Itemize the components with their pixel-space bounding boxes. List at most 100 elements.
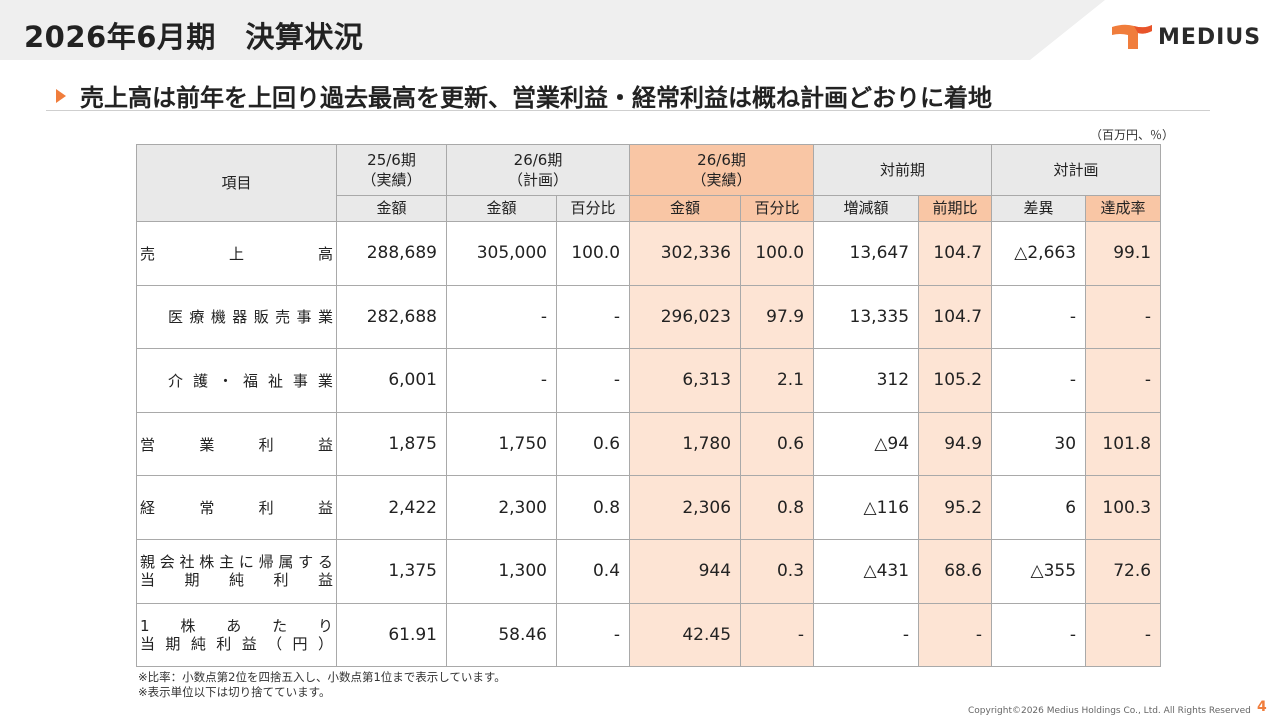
cell-actual-ratio: - [740,602,815,668]
cell-yoy-ratio: - [918,602,993,668]
cell-actual-ratio: 0.8 [740,475,815,540]
cell-actual-amount: 296,023 [629,284,742,350]
row-label-char: あ [226,616,242,635]
cell-plan-achieve: - [1085,602,1162,668]
row-label-char: 益 [317,571,333,590]
cell-yoy-ratio: 68.6 [918,538,993,604]
table-row: 親会社株主に帰属する当 期 純 利 益 1,375 1,300 0.4 944 0.3 △431 68… [136,538,1162,604]
cell-yoy-ratio: 104.7 [918,221,993,286]
header-fy25-actual: 25/6期 （実績） [336,144,447,196]
row-label-char: 事 [296,308,312,327]
row-label-char: 上 [228,244,244,263]
cell-fy25-amount: 282,688 [336,284,447,350]
row-label-line: 親会社株主に帰属する [140,553,333,571]
cell-plan-diff: - [991,284,1087,350]
row-label-char: ・ [217,371,233,390]
row-label-char: 益 [241,634,257,653]
row-label-char: る [317,553,333,572]
subheading-divider [46,110,1210,111]
header-vs-plan: 対計画 [991,144,1162,196]
footnote-ratio: ※比率：小数点第2位を四捨五入し、小数点第1位まで表示しています。 [138,670,506,684]
cell-actual-amount: 1,780 [629,411,742,477]
row-label-char: 護 [192,371,208,390]
cell-plan-amount: 1,750 [446,411,557,477]
row-label-char: 純 [228,571,244,590]
cell-plan-diff: 30 [991,411,1087,477]
table-row: 営業利益 1,875 1,750 0.6 1,780 0.6 △94 94.9 30 101.8 [136,411,1162,477]
cell-fy25-amount: 61.91 [336,602,447,668]
row-label-line: 介護・福祉事業 [168,370,333,391]
unit-note: （百万円、％） [1090,128,1175,142]
row-label-line: 当期純利益 [140,571,333,589]
cell-plan-diff: △355 [991,538,1087,604]
row-label-char: 円 [292,634,308,653]
row-label: 経常利益 [136,475,337,540]
row-label-char: 利 [258,435,274,454]
cell-plan-achieve: - [1085,284,1162,350]
cell-yoy-change: △94 [813,411,920,477]
cell-plan-diff: - [991,348,1087,413]
cell-fy25-amount: 2,422 [336,475,447,540]
row-label-char: 医 [168,308,184,327]
row-label-char: た [272,616,288,635]
row-label-line: 当期純利益 （ 円 ） [140,635,333,653]
row-label: 売上高 [136,221,337,286]
cell-plan-diff: - [991,602,1087,668]
cell-actual-amount: 944 [629,538,742,604]
cell-plan-ratio: 100.0 [555,221,631,286]
row-label-char: に [238,553,254,572]
cell-plan-achieve: 101.8 [1085,411,1162,477]
row-label-char: 売 [140,244,156,263]
row-label-char: 機 [210,308,226,327]
row-label-char: り [317,616,333,635]
cell-yoy-change: 13,647 [813,221,920,286]
cell-plan-amount: 2,300 [446,475,557,540]
footnotes: ※比率：小数点第2位を四捨五入し、小数点第1位まで表示しています。 ※表示単位以… [138,670,506,700]
row-label-char: 介 [168,371,184,390]
cell-plan-ratio: 0.6 [555,411,631,477]
row-label-char: 業 [317,371,333,390]
row-label: 親会社株主に帰属する当 期 純 利 益 [136,538,337,604]
subheader-actual-ratio: 百分比 [740,195,815,222]
subheader-plan-diff: 差異 [991,195,1087,222]
copyright: Copyright©2026 Medius Holdings Co., Ltd.… [968,706,1251,716]
table-body: 売上高 288,689 305,000 100.0 302,336 100.0 13,647… [136,221,1162,668]
row-label-char: 帰 [258,553,274,572]
cell-actual-ratio: 97.9 [740,284,815,350]
row-label-char: 高 [317,244,333,263]
row-label-char: 販 [253,308,269,327]
cell-plan-achieve: 72.6 [1085,538,1162,604]
row-label-char: 事 [292,371,308,390]
cell-fy25-amount: 6,001 [336,348,447,413]
cell-actual-ratio: 0.6 [740,411,815,477]
cell-fy25-amount: 288,689 [336,221,447,286]
table-row: 売上高 288,689 305,000 100.0 302,336 100.0 13,647… [136,221,1162,286]
cell-plan-ratio: 0.4 [555,538,631,604]
cell-plan-achieve: 100.3 [1085,475,1162,540]
row-label: 介護・福祉事業 [136,348,337,413]
cell-plan-ratio: - [555,602,631,668]
cell-actual-amount: 42.45 [629,602,742,668]
row-label-char: 器 [232,308,248,327]
row-label-char: 株 [180,616,196,635]
row-label-char: 当 [140,634,156,653]
row-label-char: 利 [273,571,289,590]
header-yoy: 対前期 [813,144,993,196]
table-row: 医療機器販売事業 282,688- -296,023 97.9 13,335 104.7-… [136,284,1162,350]
cell-plan-amount: 1,300 [446,538,557,604]
row-label-line: 営業利益 [140,434,333,455]
subheader-yoy-change: 増減額 [813,195,920,222]
cell-plan-amount: 305,000 [446,221,557,286]
cell-actual-ratio: 100.0 [740,221,815,286]
row-label-char: （ [267,634,283,653]
row-label-char: 利 [216,634,232,653]
row-label-char: 親 [140,553,156,572]
triangle-bullet-icon [56,88,66,103]
cell-actual-ratio: 2.1 [740,348,815,413]
row-label-char: 福 [242,371,258,390]
subheader-yoy-ratio: 前期比 [918,195,993,222]
company-logo: MEDIUS [1110,22,1261,52]
cell-actual-amount: 6,313 [629,348,742,413]
row-label-char: 1 [140,616,150,635]
row-label-char: 療 [189,308,205,327]
